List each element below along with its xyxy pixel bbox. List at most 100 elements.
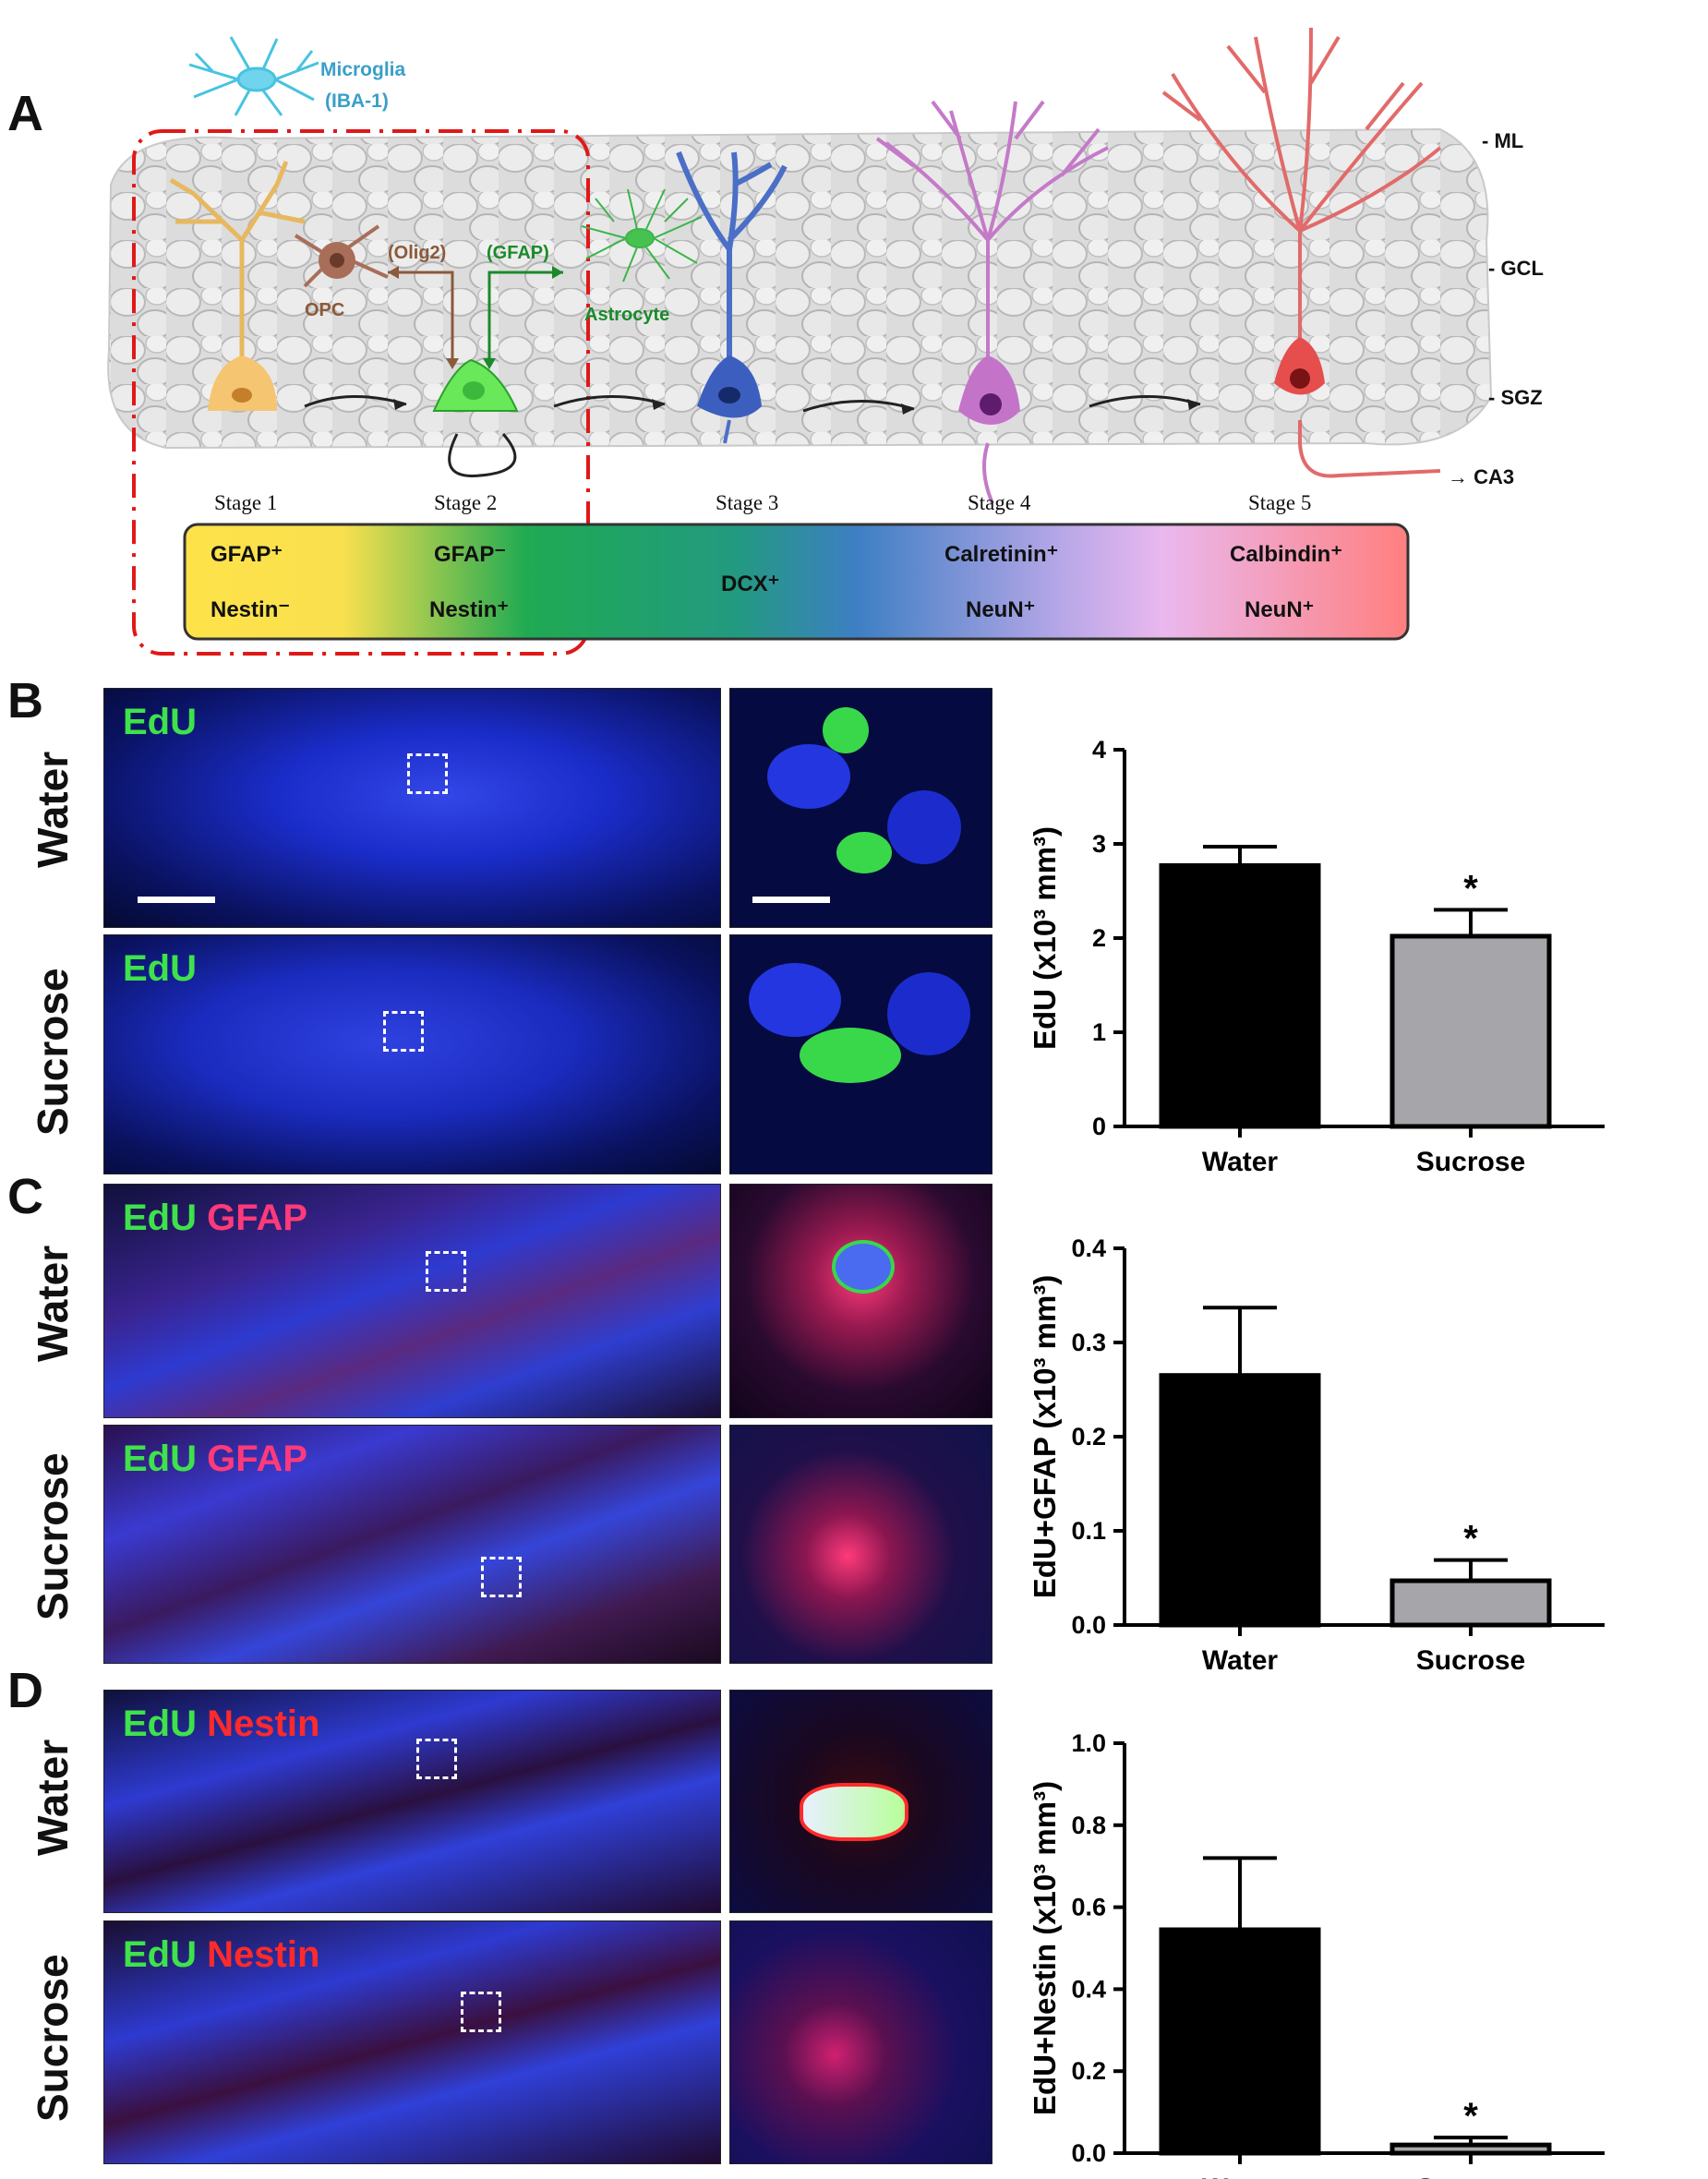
astrocyte-icon	[581, 188, 703, 283]
inset-d-sucrose	[729, 1920, 992, 2164]
x-tick-label: Water	[1202, 1147, 1279, 1177]
y-tick-label: 0	[1092, 1113, 1106, 1140]
scale-bar	[138, 897, 215, 903]
marker-s5-bottom: NeuN⁺	[1245, 597, 1315, 622]
inset-c-water	[729, 1184, 992, 1418]
row-label-c-water: Water	[29, 1245, 77, 1362]
immature-neuron-icon	[676, 150, 788, 444]
row-label-d-water: Water	[29, 1739, 77, 1856]
channel-label-edu: EdU	[123, 1439, 197, 1479]
x-tick-label: Sucrose	[1416, 1147, 1525, 1177]
microglia-marker-label: (IBA-1)	[325, 90, 389, 112]
y-tick-label: 0.4	[1071, 1234, 1106, 1262]
neurogenesis-schematic	[107, 27, 1493, 656]
marker-gradient-bar	[183, 523, 1410, 641]
micrograph-b-water: EdU	[103, 688, 721, 928]
significance-star: *	[1463, 1519, 1478, 1559]
opc-label: OPC	[305, 300, 345, 320]
astrocyte-label: Astrocyte	[584, 305, 670, 325]
stage-4-label: Stage 4	[968, 491, 1031, 514]
row-label-b-sucrose: Sucrose	[29, 968, 77, 1136]
layer-gcl: - GCL	[1488, 257, 1544, 280]
bar-water	[1159, 1373, 1321, 1628]
channel-label-edu: EdU	[123, 948, 197, 989]
y-tick-label: 0.0	[1071, 1611, 1106, 1639]
y-tick-label: 0.1	[1071, 1517, 1106, 1545]
bar-sucrose	[1389, 933, 1552, 1129]
y-tick-label: 1.0	[1071, 1729, 1106, 1757]
opc-icon	[294, 224, 389, 288]
panel-letter-b: B	[7, 673, 43, 728]
marker-s1-top: GFAP⁺	[210, 542, 283, 567]
bar-water	[1159, 862, 1321, 1129]
x-tick-label: Water	[1202, 1645, 1279, 1676]
micrograph-c-water: EdU GFAP	[103, 1184, 721, 1418]
channel-label-edu: EdU	[123, 1934, 197, 1975]
micrograph-b-sucrose: EdU	[103, 934, 721, 1174]
marker-s2-bottom: Nestin⁺	[429, 597, 510, 622]
marker-s4-bottom: NeuN⁺	[966, 597, 1036, 622]
panel-letter-c: C	[7, 1169, 43, 1224]
y-tick-label: 2	[1092, 924, 1106, 952]
channel-label-gfap: GFAP	[207, 1198, 308, 1238]
edu-gfap-cell	[832, 1240, 895, 1294]
stage-1-label: Stage 1	[214, 491, 278, 514]
stage-3-label: Stage 3	[716, 491, 779, 514]
microglia-icon	[188, 36, 319, 116]
x-tick-label: Sucrose	[1416, 1645, 1525, 1676]
olig2-label: (Olig2)	[388, 243, 447, 263]
stage-2-label: Stage 2	[434, 491, 498, 514]
channel-label-gfap: GFAP	[207, 1439, 308, 1479]
panel-letter-d: D	[7, 1663, 43, 1718]
mature-neuron-icon	[1161, 27, 1442, 478]
inset-c-sucrose	[729, 1425, 992, 1664]
stage1-2-highlight	[132, 129, 590, 656]
y-tick-label: 0.6	[1071, 1894, 1106, 1921]
row-label-c-sucrose: Sucrose	[29, 1452, 77, 1620]
y-tick-label: 0.2	[1071, 2057, 1106, 2085]
inset-d-water	[729, 1690, 992, 1913]
y-axis-label: EdU (x10³ mm³)	[1028, 826, 1062, 1050]
channel-label-edu: EdU	[123, 1198, 197, 1238]
roi-box	[481, 1557, 522, 1597]
bar-charts: 0 1 2 3 4 EdU (x10³ mm³) Water * Sucrose 0.0 0.1 0.…	[1028, 736, 1605, 2179]
micrograph-d-water: EdU Nestin	[103, 1690, 721, 1913]
micrograph-c-sucrose: EdU GFAP	[103, 1425, 721, 1664]
layer-sgz: - SGZ	[1488, 386, 1543, 409]
layer-ml: - ML	[1482, 129, 1524, 152]
y-tick-label: 0.4	[1071, 1975, 1106, 2003]
neural-progenitor-icon	[432, 358, 519, 477]
edu-nucleus	[823, 707, 869, 753]
y-tick-label: 1	[1092, 1018, 1106, 1046]
marker-s4-top: Calretinin⁺	[944, 542, 1059, 567]
x-tick-label: Sucrose	[1416, 2173, 1525, 2179]
radial-glia-icon	[169, 161, 306, 411]
y-tick-label: 0.8	[1071, 1812, 1106, 1839]
stage-5-label: Stage 5	[1248, 491, 1312, 514]
marker-s5-top: Calbindin⁺	[1230, 542, 1342, 567]
marker-s1-bottom: Nestin⁻	[210, 597, 291, 622]
channel-label-edu: EdU	[123, 702, 197, 742]
bar-sucrose	[1389, 2142, 1552, 2156]
roi-box	[416, 1739, 457, 1779]
gfap-arrow-label: (GFAP)	[487, 243, 549, 263]
inset-b-water	[729, 688, 992, 928]
panel-letter-a: A	[7, 86, 43, 141]
y-tick-label: 0.3	[1071, 1329, 1106, 1356]
marker-s3: DCX⁺	[721, 572, 780, 596]
microglia-label: Microglia	[320, 59, 406, 80]
edu-nestin-cell	[800, 1783, 908, 1841]
edu-nucleus	[800, 1028, 901, 1083]
y-tick-label: 0.2	[1071, 1423, 1106, 1451]
roi-box	[383, 1011, 424, 1052]
roi-box	[461, 1992, 501, 2032]
roi-box	[407, 753, 448, 794]
x-tick-label: Water	[1202, 2173, 1279, 2179]
calretinin-neuron-icon	[875, 100, 1109, 504]
significance-star: *	[1463, 2096, 1478, 2137]
y-tick-label: 4	[1092, 736, 1106, 764]
inset-b-sucrose	[729, 934, 992, 1174]
y-axis-label: EdU+Nestin (x10³ mm³)	[1028, 1781, 1062, 2115]
edu-nucleus	[836, 832, 892, 873]
bar-sucrose	[1389, 1578, 1552, 1628]
